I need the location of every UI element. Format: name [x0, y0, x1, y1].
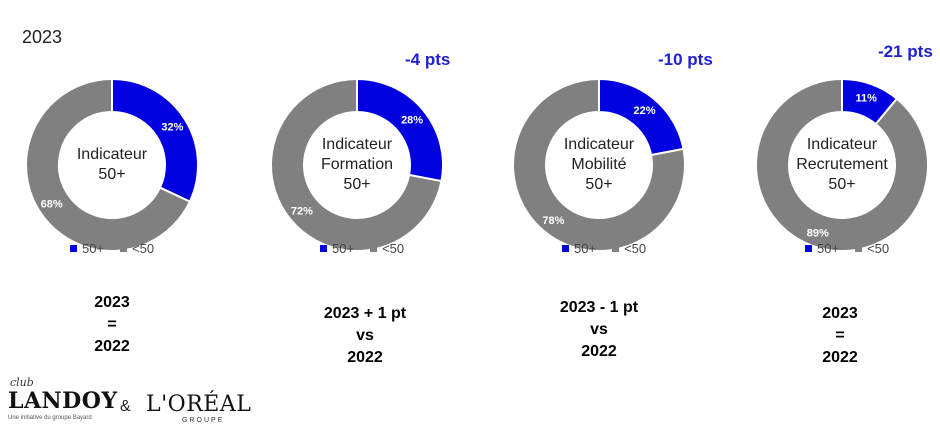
legend-swatch-under50 [855, 245, 863, 252]
center-label-line: Indicateur [806, 136, 878, 153]
data-label: 68% [41, 198, 63, 210]
legend-swatch-50plus [70, 245, 77, 252]
center-label-line: Indicateur [563, 136, 635, 153]
club-landoy-tagline: Une initiative du groupe Bayard [8, 415, 92, 421]
donut-svg: 28% 72% [270, 77, 444, 252]
donut-center-label: Indicateur Formation 50+ [292, 135, 422, 195]
slice-under50 [25, 77, 192, 252]
chart-legend: 50+ <50 [70, 241, 154, 256]
legend-label-under50: <50 [382, 241, 405, 256]
legend-label-50plus: 50+ [82, 241, 105, 256]
comparison-line: vs [356, 327, 374, 344]
donut-chart-4: 11% 89% Indicateur Recrutement 50+ -21 pts [730, 42, 940, 260]
comparison-line: 2022 [581, 343, 617, 360]
slice-under50 [270, 77, 443, 252]
legend-label-50plus: 50+ [332, 241, 355, 256]
center-label-line: 50+ [585, 176, 613, 193]
comparison-line: 2022 [347, 349, 383, 366]
delta-label: -10 pts [658, 50, 713, 69]
donut-svg: 11% 89% [755, 77, 929, 252]
comparison-line: 2023 - 1 pt [559, 299, 639, 316]
chart-legend: 50+ <50 [805, 241, 889, 256]
comparison-text: 2023 - 1 pt vs 2022 [529, 297, 669, 363]
slice-50plus [111, 77, 199, 203]
data-label: 89% [807, 227, 829, 239]
comparison-line: 2023 [822, 305, 858, 322]
center-label-line: 50+ [98, 166, 126, 183]
club-landoy-logo-club: club [10, 376, 34, 389]
slice-under50 [512, 77, 686, 252]
donut-chart-3: 22% 78% Indicateur Mobilité 50+ -10 pts [487, 50, 717, 260]
donut-svg: 32% 68% [25, 77, 199, 252]
comparison-line: vs [590, 321, 608, 338]
comparison-line: 2023 [94, 294, 130, 311]
center-label-line: Indicateur [321, 136, 393, 153]
legend-swatch-under50 [120, 245, 128, 252]
comparison-line: = [835, 327, 845, 344]
legend-label-50plus: 50+ [574, 241, 597, 256]
delta-label: -21 pts [878, 42, 933, 61]
legend-label-50plus: 50+ [817, 241, 840, 256]
comparison-line: 2022 [822, 349, 858, 366]
data-label: 72% [291, 206, 313, 218]
donut-svg: 22% 78% [512, 77, 686, 252]
legend-swatch-50plus [805, 245, 812, 252]
comparison-line: = [107, 316, 117, 333]
legend-label-under50: <50 [867, 241, 890, 256]
data-label: 28% [401, 114, 423, 126]
data-label: 32% [161, 122, 183, 134]
loreal-logo: L'ORÉAL [146, 392, 252, 417]
comparison-text: 2023 = 2022 [42, 292, 182, 358]
ampersand: & [120, 398, 131, 415]
delta-label: -4 pts [405, 50, 451, 69]
footer-logos: club LANDOY Une initiative du groupe Bay… [8, 376, 268, 426]
donut-chart-1: 32% 68% Indicateur 50+ [0, 50, 230, 260]
comparison-text: 2023 = 2022 [770, 303, 910, 369]
comparison-line: 2023 + 1 pt [323, 305, 407, 322]
loreal-groupe-text: GROUPE [182, 417, 225, 424]
center-label-line: Formation [320, 156, 394, 173]
data-label: 11% [856, 93, 878, 105]
legend-label-under50: <50 [132, 241, 155, 256]
legend-swatch-50plus [320, 245, 327, 252]
chart-legend: 50+ <50 [320, 241, 404, 256]
data-label: 22% [634, 105, 656, 117]
donut-chart-2: 28% 72% Indicateur Formation 50+ -4 pts [245, 50, 475, 260]
center-label-line: Mobilité [571, 156, 627, 173]
legend-swatch-under50 [612, 245, 620, 252]
slice-under50 [755, 77, 929, 252]
club-landoy-logo: LANDOY [8, 388, 118, 414]
year-title: 2023 [22, 27, 63, 47]
center-label-line: Indicateur [76, 146, 148, 163]
center-label-line: 50+ [343, 176, 371, 193]
donut-center-label: Indicateur Mobilité 50+ [534, 135, 664, 195]
data-label: 78% [542, 215, 564, 227]
chart-legend: 50+ <50 [562, 241, 646, 256]
donut-center-label: Indicateur Recrutement 50+ [777, 135, 907, 195]
legend-swatch-under50 [370, 245, 378, 252]
donut-center-label: Indicateur 50+ [47, 145, 177, 185]
comparison-line: 2022 [94, 338, 130, 355]
comparison-text: 2023 + 1 pt vs 2022 [295, 303, 435, 369]
legend-swatch-50plus [562, 245, 569, 252]
center-label-line: 50+ [828, 176, 856, 193]
center-label-line: Recrutement [796, 156, 888, 173]
legend-label-under50: <50 [624, 241, 647, 256]
